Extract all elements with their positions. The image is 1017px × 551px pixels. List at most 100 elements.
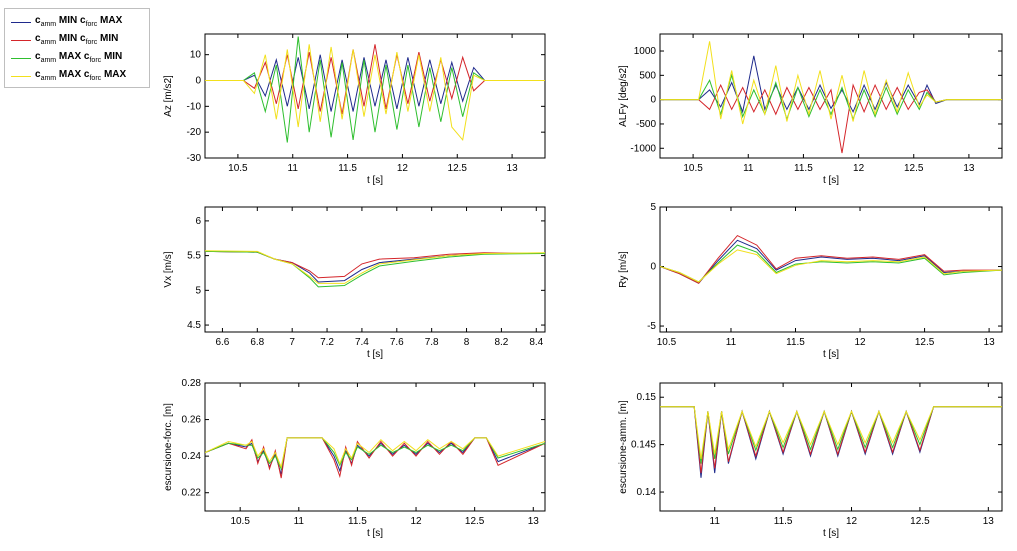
x-tick-label: 12.5 — [915, 337, 935, 348]
series-line — [205, 437, 545, 469]
x-axis-label: t [s] — [367, 349, 383, 360]
plot-area — [204, 382, 546, 512]
series-line — [205, 44, 545, 115]
series-line — [205, 36, 545, 143]
series-line — [660, 83, 1002, 154]
series-line — [660, 41, 1002, 125]
x-tick-label: 13 — [963, 163, 975, 174]
y-tick-label: -30 — [187, 153, 202, 164]
y-tick-label: 0.145 — [631, 440, 656, 451]
y-tick-label: 0 — [650, 95, 656, 106]
legend-swatch-yellow — [11, 76, 31, 77]
y-tick-label: 5.5 — [187, 251, 201, 262]
x-tick-label: 10.5 — [683, 163, 703, 174]
x-tick-label: 13 — [507, 163, 519, 174]
x-tick-label: 12.5 — [448, 163, 468, 174]
series-line — [660, 234, 1002, 284]
series-line — [660, 73, 1002, 121]
x-tick-label: 6.6 — [215, 337, 229, 348]
x-tick-label: 12.5 — [465, 516, 485, 527]
y-tick-label: 0.15 — [637, 392, 657, 403]
series-line — [660, 249, 1002, 283]
legend-swatch-blue — [11, 22, 31, 23]
plot-area — [659, 206, 1003, 333]
subplot-1: 10.5 11 11.5 12 12.5 13 -30 -20 -10 0 10 t [s] Az [m… — [163, 33, 546, 186]
legend-entry: camm MAX cforc MAX — [11, 69, 149, 85]
x-tick-label: 11 — [294, 516, 305, 527]
x-tick-label: 13 — [528, 516, 540, 527]
x-tick-label: 10.5 — [228, 163, 248, 174]
series-line — [205, 250, 545, 284]
x-tick-label: 11.5 — [786, 337, 805, 348]
y-axis-label: Ry [m/s] — [618, 251, 629, 288]
x-axis-label: t [s] — [367, 528, 383, 539]
x-tick-label: 8.2 — [494, 337, 508, 348]
y-tick-label: 0.14 — [637, 487, 657, 498]
x-tick-label: 7.4 — [355, 337, 369, 348]
x-tick-label: 10.5 — [230, 516, 250, 527]
y-tick-label: 1000 — [634, 46, 657, 57]
legend-swatch-red — [11, 40, 31, 41]
series-line — [205, 44, 545, 142]
x-tick-label: 13 — [984, 337, 996, 348]
y-tick-label: -5 — [647, 321, 656, 332]
legend-label: camm MAX cforc MIN — [35, 51, 123, 64]
x-tick-label: 8.4 — [529, 337, 543, 348]
legend-swatch-green — [11, 58, 31, 59]
legend-label: camm MAX cforc MAX — [35, 69, 127, 82]
x-tick-label: 7 — [289, 337, 295, 348]
subplot-2: 10.5 11 11.5 12 12.5 13 -1000 -500 0 500 1000 t [s]… — [618, 33, 1003, 186]
x-tick-label: 12.5 — [904, 163, 924, 174]
subplot-3: 6.6 6.8 7 7.2 7.4 7.6 7.8 8 8.2 8.4 4.5 5 5.5 6 t [s] V… — [163, 206, 546, 360]
x-tick-label: 12.5 — [910, 516, 930, 527]
x-tick-label: 12 — [853, 163, 865, 174]
legend: camm MIN cforc MAX camm MIN cforc MIN ca… — [4, 8, 150, 88]
y-tick-label: 500 — [639, 70, 656, 81]
x-tick-label: 11 — [726, 337, 737, 348]
x-axis-label: t [s] — [823, 349, 839, 360]
x-tick-label: 11.5 — [774, 516, 793, 527]
x-tick-label: 11.5 — [348, 516, 367, 527]
series-line — [205, 54, 545, 112]
y-tick-label: 0.28 — [182, 378, 202, 389]
series-line — [660, 406, 1002, 459]
y-tick-label: 6 — [195, 216, 201, 227]
y-axis-label: escursione-amm. [m] — [618, 400, 629, 494]
legend-entry: camm MIN cforc MIN — [11, 33, 149, 49]
legend-label: camm MIN cforc MAX — [35, 15, 123, 28]
y-tick-label: -1000 — [630, 143, 656, 154]
subplot-4: 10.5 11 11.5 12 12.5 13 -5 0 5 t [s] Ry [m/s] — [618, 202, 1003, 360]
x-tick-label: 12 — [397, 163, 409, 174]
y-tick-label: 5 — [650, 202, 656, 213]
legend-label: camm MIN cforc MIN — [35, 33, 119, 46]
x-axis-label: t [s] — [823, 528, 839, 539]
plot-area — [659, 382, 1003, 512]
x-tick-label: 7.6 — [390, 337, 404, 348]
y-tick-label: -500 — [636, 119, 656, 130]
y-tick-label: 0 — [195, 76, 201, 87]
y-tick-label: -10 — [187, 101, 202, 112]
y-tick-label: 10 — [190, 50, 202, 61]
x-tick-label: 7.8 — [425, 337, 439, 348]
y-tick-label: 4.5 — [187, 320, 201, 331]
x-tick-label: 8 — [464, 337, 470, 348]
x-tick-label: 12 — [410, 516, 422, 527]
y-tick-label: 0.26 — [182, 415, 202, 426]
series-line — [205, 437, 545, 479]
y-axis-label: ALFy [deg/s2] — [618, 65, 629, 127]
series-line — [205, 437, 545, 471]
y-axis-label: Vx [m/s] — [163, 251, 174, 287]
plot-area — [204, 33, 546, 159]
x-tick-label: 7.2 — [320, 337, 334, 348]
subplot-5: 10.5 11 11.5 12 12.5 13 0.22 0.24 0.26 0.28 t [s] e… — [163, 378, 546, 539]
x-tick-label: 10.5 — [657, 337, 677, 348]
y-axis-label: escursione-forc. [m] — [163, 403, 174, 491]
subplot-6: 11 11.5 12 12.5 13 0.14 0.145 0.15 t [s] escursio… — [618, 382, 1003, 539]
y-axis-label: Az [m/s2] — [163, 75, 174, 117]
legend-entry: camm MIN cforc MAX — [11, 15, 149, 31]
x-tick-label: 11.5 — [338, 163, 357, 174]
x-tick-label: 11 — [710, 516, 721, 527]
x-tick-label: 13 — [983, 516, 995, 527]
x-tick-label: 6.8 — [250, 337, 264, 348]
